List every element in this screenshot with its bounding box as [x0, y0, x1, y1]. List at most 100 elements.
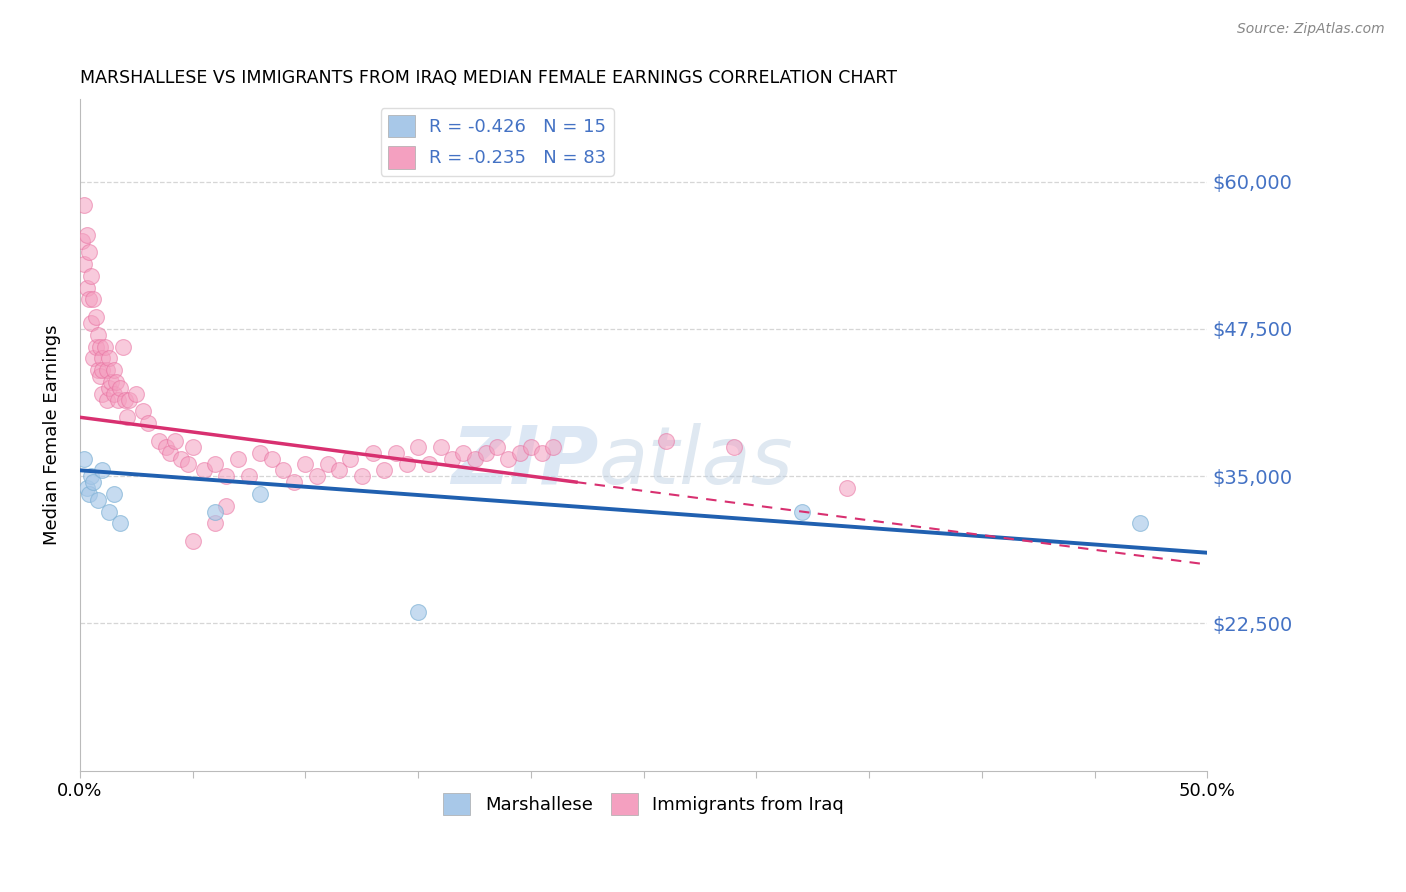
Point: [110, 381, 132, 395]
Point: [100, 375, 122, 389]
Y-axis label: Median Female Earnings: Median Female Earnings: [44, 325, 60, 545]
Point: [111, 340, 134, 354]
Point: [395, 458, 418, 472]
Point: [73, 451, 96, 466]
Point: [543, 440, 565, 454]
Point: [98, 351, 121, 366]
Point: [204, 516, 226, 531]
Point: [87, 327, 110, 342]
Point: [91, 351, 114, 366]
Point: [118, 392, 141, 407]
Point: [361, 445, 384, 459]
Point: [103, 487, 125, 501]
Point: [82, 293, 104, 307]
Point: [148, 434, 170, 448]
Point: [98, 504, 121, 518]
Point: [440, 451, 463, 466]
Point: [96, 363, 118, 377]
Point: [89, 369, 111, 384]
Point: [91, 463, 114, 477]
Point: [328, 463, 350, 477]
Point: [155, 440, 177, 454]
Point: [271, 463, 294, 477]
Point: [77, 293, 100, 307]
Point: [339, 451, 361, 466]
Point: [104, 375, 127, 389]
Point: [87, 363, 110, 377]
Point: [475, 445, 498, 459]
Point: [98, 381, 121, 395]
Point: [316, 458, 339, 472]
Point: [77, 245, 100, 260]
Point: [159, 445, 181, 459]
Point: [723, 440, 745, 454]
Point: [226, 451, 249, 466]
Point: [215, 499, 238, 513]
Point: [429, 440, 451, 454]
Point: [283, 475, 305, 489]
Point: [70, 234, 93, 248]
Point: [406, 440, 429, 454]
Point: [91, 363, 114, 377]
Point: [87, 492, 110, 507]
Point: [76, 481, 98, 495]
Point: [418, 458, 440, 472]
Point: [531, 445, 554, 459]
Point: [305, 469, 328, 483]
Point: [73, 257, 96, 271]
Point: [91, 386, 114, 401]
Point: [96, 392, 118, 407]
Point: [1129, 516, 1152, 531]
Point: [451, 445, 474, 459]
Point: [125, 386, 148, 401]
Text: Source: ZipAtlas.com: Source: ZipAtlas.com: [1237, 22, 1385, 37]
Point: [136, 416, 159, 430]
Point: [89, 340, 111, 354]
Text: ZIP: ZIP: [451, 423, 599, 500]
Point: [76, 227, 98, 242]
Point: [103, 363, 125, 377]
Point: [249, 445, 271, 459]
Point: [82, 475, 104, 489]
Text: MARSHALLESE VS IMMIGRANTS FROM IRAQ MEDIAN FEMALE EARNINGS CORRELATION CHART: MARSHALLESE VS IMMIGRANTS FROM IRAQ MEDI…: [80, 69, 897, 87]
Point: [509, 445, 531, 459]
Point: [181, 533, 204, 548]
Point: [80, 268, 103, 283]
Point: [215, 469, 238, 483]
Point: [835, 481, 858, 495]
Point: [114, 392, 136, 407]
Legend: Marshallese, Immigrants from Iraq: Marshallese, Immigrants from Iraq: [436, 786, 851, 822]
Point: [498, 451, 520, 466]
Point: [238, 469, 260, 483]
Point: [249, 487, 271, 501]
Point: [464, 451, 486, 466]
Point: [76, 281, 98, 295]
Point: [193, 463, 215, 477]
Point: [107, 392, 129, 407]
Text: atlas: atlas: [599, 423, 793, 500]
Point: [204, 504, 226, 518]
Point: [520, 440, 543, 454]
Point: [82, 351, 104, 366]
Point: [80, 469, 103, 483]
Point: [384, 445, 406, 459]
Point: [790, 504, 813, 518]
Point: [655, 434, 678, 448]
Point: [84, 340, 107, 354]
Point: [77, 487, 100, 501]
Point: [84, 310, 107, 325]
Point: [177, 458, 200, 472]
Point: [110, 516, 132, 531]
Point: [163, 434, 186, 448]
Point: [294, 458, 316, 472]
Point: [115, 410, 138, 425]
Point: [73, 198, 96, 212]
Point: [93, 340, 115, 354]
Point: [486, 440, 509, 454]
Point: [204, 458, 226, 472]
Point: [406, 605, 429, 619]
Point: [80, 316, 103, 330]
Point: [260, 451, 283, 466]
Point: [132, 404, 155, 418]
Point: [181, 440, 204, 454]
